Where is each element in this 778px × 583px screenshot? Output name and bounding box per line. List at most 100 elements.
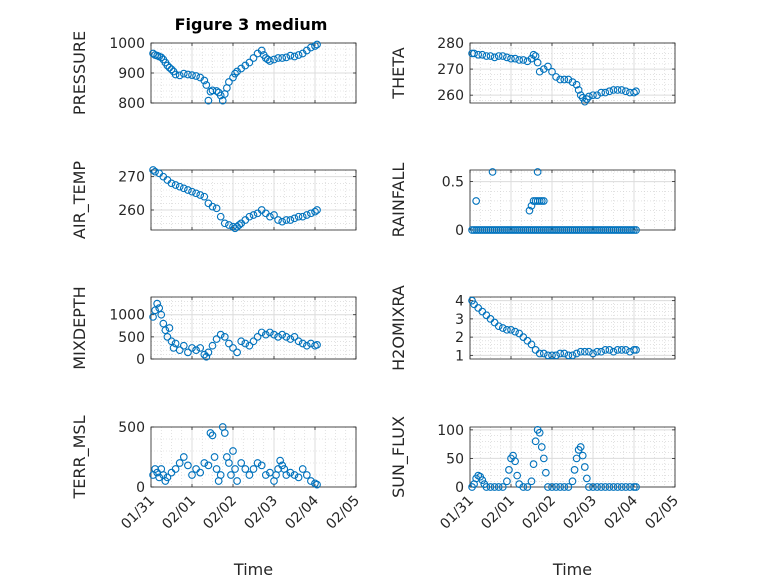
data-point <box>539 197 548 205</box>
data-point <box>179 453 188 461</box>
data-point <box>294 51 303 59</box>
data-point <box>544 483 552 491</box>
x-tick-label: 02/04 <box>601 493 641 533</box>
data-point <box>153 299 161 308</box>
data-point <box>621 346 630 354</box>
data-point <box>233 348 241 357</box>
subplot-terr_msl: 0 500 01/31 02/01 02/02 02/03 02/04 02/05 Time TE… <box>70 415 363 579</box>
data-point <box>229 73 237 82</box>
data-point <box>157 310 166 319</box>
data-point <box>157 53 166 62</box>
data-point <box>188 71 196 79</box>
data-point <box>576 443 585 451</box>
x-axis-label: Time <box>233 560 273 579</box>
y-tick-label: 0.5 <box>442 175 464 191</box>
data-point <box>311 207 319 216</box>
data-point <box>225 459 233 467</box>
data-point <box>270 55 278 64</box>
data-point <box>220 333 229 341</box>
data-point <box>188 187 196 196</box>
data-point <box>286 468 295 477</box>
y-axis-label: TERR_MSL <box>70 415 90 499</box>
data-point <box>278 330 287 339</box>
data-point <box>276 456 285 465</box>
data-point <box>617 483 626 491</box>
data-point <box>245 58 254 67</box>
data-point <box>204 461 213 470</box>
data-point <box>196 468 205 477</box>
x-tick-label: 02/04 <box>282 493 322 533</box>
data-point <box>488 168 497 176</box>
data-point <box>474 50 483 59</box>
data-point <box>266 212 274 221</box>
data-point <box>149 49 157 58</box>
data-point <box>470 49 478 58</box>
data-point <box>613 483 622 491</box>
data-point <box>503 53 511 62</box>
data-point <box>210 453 219 461</box>
data-point <box>216 212 225 221</box>
data-point <box>564 75 573 84</box>
subplot-h2omixra: 1 2 3 4 H2OMIXRA <box>389 285 676 371</box>
data-point <box>507 54 515 63</box>
data-point <box>552 351 560 360</box>
data-point <box>188 471 196 479</box>
data-point <box>257 46 266 55</box>
data-point <box>548 67 556 76</box>
data-point <box>270 330 278 339</box>
data-point <box>568 78 577 86</box>
data-point <box>632 346 640 354</box>
data-point <box>482 483 491 491</box>
data-point <box>632 226 640 234</box>
data-point <box>533 58 542 67</box>
data-point <box>149 166 157 174</box>
data-point <box>529 460 538 468</box>
figure-title: Figure 3 medium <box>175 15 328 34</box>
data-point <box>200 192 209 201</box>
data-point <box>192 346 200 354</box>
data-point <box>578 451 587 460</box>
subplot-sun_flux: 0 50 100 01/31 02/01 02/02 02/03 02/04 02/05 Time… <box>389 416 682 579</box>
y-tick-label: 0 <box>136 352 145 368</box>
data-point <box>286 51 295 60</box>
data-point <box>568 477 577 486</box>
data-point <box>261 330 270 339</box>
data-point <box>597 347 606 356</box>
data-point <box>270 211 278 219</box>
data-point <box>302 211 311 219</box>
x-tick-label: 02/03 <box>241 493 281 533</box>
y-tick-label: 500 <box>118 330 145 346</box>
axes-box <box>150 169 357 231</box>
x-tick-label: 02/01 <box>159 493 199 533</box>
data-point <box>589 349 597 358</box>
data-point <box>544 62 552 71</box>
data-point <box>208 341 217 350</box>
data-point <box>548 483 556 491</box>
data-point <box>585 92 593 101</box>
data-point <box>200 76 209 85</box>
data-point <box>202 352 211 361</box>
data-point <box>478 476 487 484</box>
y-axis-label: PRESSURE <box>70 31 89 115</box>
data-point <box>212 335 221 343</box>
data-point <box>560 75 569 84</box>
data-point <box>630 346 638 354</box>
y-tick-label: 0 <box>136 480 145 496</box>
data-point <box>278 217 287 226</box>
data-point <box>151 306 159 315</box>
data-point <box>527 201 536 210</box>
data-point <box>556 75 565 84</box>
data-point <box>580 463 589 471</box>
data-point <box>282 216 291 224</box>
data-point <box>151 167 159 176</box>
data-point <box>202 81 211 89</box>
data-point <box>212 465 221 473</box>
data-point <box>585 483 593 491</box>
data-point <box>541 468 550 477</box>
data-point <box>490 483 499 491</box>
data-point <box>216 330 225 339</box>
data-point <box>266 57 274 65</box>
data-point <box>167 337 176 346</box>
data-point <box>519 56 528 64</box>
data-point <box>192 189 200 198</box>
